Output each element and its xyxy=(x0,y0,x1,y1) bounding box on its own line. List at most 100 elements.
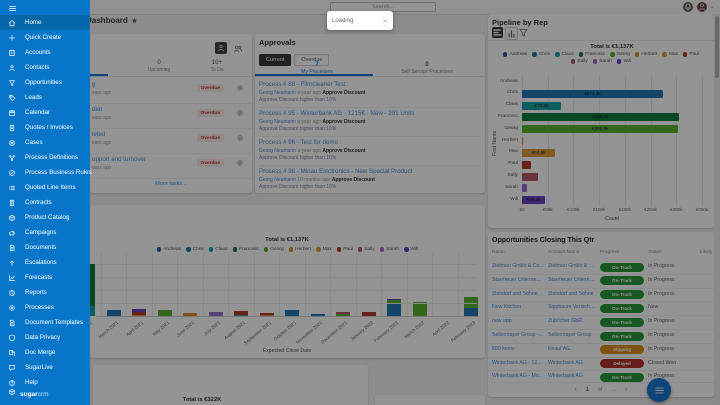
profile-chevron-down-icon[interactable] xyxy=(709,4,715,10)
sidebar-item-process-definitions[interactable]: Process Definitions xyxy=(0,150,90,165)
legend-item-herbert[interactable]: Herbert xyxy=(288,247,311,252)
legend-item-claus[interactable]: Claus xyxy=(208,247,228,252)
legend-item-andreas[interactable]: Andreas xyxy=(502,52,527,57)
opportunity-name-link[interactable]: 500 items xyxy=(492,345,515,352)
snooze-clock-icon[interactable] xyxy=(236,134,244,142)
task-title-link[interactable]: upport and turnover xyxy=(92,156,147,163)
legend-item-max[interactable]: Max xyxy=(316,247,332,252)
task-title-link[interactable]: g xyxy=(92,81,96,88)
opportunity-name-link[interactable]: new opp xyxy=(492,318,512,325)
task-title-link[interactable]: leted xyxy=(92,131,106,138)
legend-item-sally[interactable]: Sally xyxy=(357,247,375,252)
legend-item-sally[interactable]: Sally xyxy=(570,59,588,64)
task-row[interactable]: leted ears ago Overdue xyxy=(90,128,252,154)
sidebar-item-cases[interactable]: Cases xyxy=(0,135,90,150)
quick-actions-fab[interactable] xyxy=(647,378,671,402)
legend-item-francesc[interactable]: Francesc xyxy=(578,52,605,57)
account-name-link[interactable]: Sellermayer Group xyxy=(548,332,592,338)
legend-item-herbert[interactable]: Herbert xyxy=(634,52,657,57)
legend-item-claus[interactable]: Claus xyxy=(555,52,574,57)
page-next-button[interactable]: › xyxy=(625,387,628,393)
snooze-clock-icon[interactable] xyxy=(236,159,244,167)
account-name-link[interactable]: Sippbaum Versicher... xyxy=(548,304,596,311)
assigned-user-filter-button[interactable] xyxy=(215,42,227,54)
sidebar-item-sugarlive[interactable]: SugarLive xyxy=(0,360,90,375)
close-icon[interactable] xyxy=(382,18,388,24)
column-chart-toggle-icon[interactable] xyxy=(505,27,518,40)
sidebar-item-data-privacy[interactable]: Data Privacy xyxy=(0,330,90,345)
sidebar-item-accounts[interactable]: Accounts xyxy=(0,45,90,60)
legend-item-will[interactable]: Will xyxy=(616,59,631,64)
sidebar-item-processes[interactable]: Processes xyxy=(0,300,90,315)
task-row[interactable]: den ears ago Overdue xyxy=(90,103,252,129)
account-name-link[interactable]: Winterbank AG xyxy=(548,359,583,366)
sidebar-item-contracts[interactable]: Contracts xyxy=(0,195,90,210)
more-tasks-link[interactable]: More tasks... xyxy=(155,181,187,187)
process-user-link[interactable]: Georg Neumann xyxy=(259,177,296,183)
legend-item-max[interactable]: Max xyxy=(662,52,678,57)
process-user-link[interactable]: Georg Neumann xyxy=(259,148,296,154)
snooze-clock-icon[interactable] xyxy=(236,109,244,117)
legend-item-chris[interactable]: Chris xyxy=(186,247,204,252)
sidebar-item-help[interactable]: Help xyxy=(0,375,90,390)
sidebar-item-quick-create[interactable]: Quick Create xyxy=(0,30,90,45)
process-user-link[interactable]: Georg Neumann xyxy=(259,119,296,125)
process-title-link[interactable]: Process # 98 - Minau Electronics - New S… xyxy=(259,168,413,175)
sidebar-item-campaigns[interactable]: Campaigns xyxy=(0,225,90,240)
opportunity-name-link[interactable]: Winterbank AG - 12... xyxy=(492,359,542,366)
process-user-link[interactable]: Georg Neumann xyxy=(259,90,296,96)
process-title-link[interactable]: Process # 96 - Test for demo xyxy=(259,139,338,146)
table-row[interactable]: Starrheuer Unterne... Starrheuer Unterne.… xyxy=(488,274,714,289)
page-number[interactable]: 1 xyxy=(585,387,590,393)
sidebar-item-escalations[interactable]: Escalations xyxy=(0,255,90,270)
opportunity-name-link[interactable]: New Kitchen xyxy=(492,304,522,311)
tasks-tab-upcoming[interactable]: 0 Upcoming xyxy=(134,60,184,73)
sidebar-item-document-templates[interactable]: Document Templates xyxy=(0,315,90,330)
sidebar-item-forecasts[interactable]: Forecasts xyxy=(0,270,90,285)
legend-item-andreas[interactable]: Andreas xyxy=(156,247,181,252)
legend-item-sarah[interactable]: Sarah xyxy=(592,59,612,64)
approvals-filter-overdue[interactable]: Overdue xyxy=(294,54,330,66)
table-row[interactable]: New Kitchen Sippbaum Versicher... On-Track… xyxy=(488,301,714,317)
table-row[interactable]: Ziehdorf und Söhne... Ziehdorf und Söhne O… xyxy=(488,288,714,303)
column-header-account-name[interactable]: Account Name xyxy=(548,250,580,255)
legend-item-francesc[interactable]: Francesc xyxy=(232,247,259,252)
process-row[interactable]: Process # 88 - Filmcleaner Test Georg Neu… xyxy=(259,78,481,108)
snooze-clock-icon[interactable] xyxy=(236,84,244,92)
opportunity-name-link[interactable]: Ziehdorf und Söhne... xyxy=(492,290,542,297)
sidebar-item-documents[interactable]: Documents xyxy=(0,240,90,255)
column-header-status[interactable]: Status xyxy=(648,250,662,255)
account-name-link[interactable]: Knauf AG xyxy=(548,345,571,352)
bar-chart-toggle-icon[interactable] xyxy=(492,27,503,38)
column-header-likely[interactable]: Likely xyxy=(700,250,713,255)
sidebar-item-home[interactable]: Home xyxy=(0,15,90,30)
process-title-link[interactable]: Process # 88 - Filmcleaner Test xyxy=(259,81,346,88)
account-name-link[interactable]: Ziehdorf und Söhne xyxy=(548,290,594,297)
sidebar-item-opportunities[interactable]: Opportunities xyxy=(0,75,90,90)
scrollbar-thumb[interactable] xyxy=(715,16,719,78)
account-name-link[interactable]: Winterbank AG xyxy=(548,373,583,380)
opportunity-name-link[interactable]: Sellermayer Group -... xyxy=(492,332,544,338)
legend-item-chris[interactable]: Chris xyxy=(532,52,550,57)
opportunity-name-link[interactable]: Ziehnau Gmbh & Co... xyxy=(492,263,544,269)
all-users-filter-icon[interactable] xyxy=(232,43,243,54)
sidebar-item-quotes-invoices[interactable]: Quotes / Invoices xyxy=(0,120,90,135)
page-prev-button[interactable]: ‹ xyxy=(574,387,577,393)
user-avatar[interactable] xyxy=(697,2,707,12)
sidebar-item-calendar[interactable]: Calendar xyxy=(0,105,90,120)
sidebar-item-quoted-line-items[interactable]: Quoted Line Items xyxy=(0,180,90,195)
approvals-tab-my-processes[interactable]: 7 My Processes xyxy=(277,62,357,75)
task-row[interactable]: upport and turnover ears ago Overdue xyxy=(90,153,252,179)
sidebar-item-reports[interactable]: Reports xyxy=(0,285,90,300)
table-row[interactable]: 500 items Knauf AG Slipping In Progress xyxy=(488,343,714,358)
window-scrollbar[interactable] xyxy=(714,14,720,405)
table-row[interactable]: Sellermayer Group -... Sellermayer Group O… xyxy=(488,329,714,344)
sidebar-item-product-catalog[interactable]: Product Catalog xyxy=(0,210,90,225)
table-row[interactable]: Winterbank AG - 12... Winterbank AG Delaye… xyxy=(488,357,714,372)
column-header-name[interactable]: Name xyxy=(492,250,505,255)
legend-item-paul[interactable]: Paul xyxy=(682,52,699,57)
favorite-star-icon[interactable] xyxy=(131,17,138,24)
process-title-link[interactable]: Process # 95 - Winterbank AG - 1215€ - N… xyxy=(259,110,415,117)
account-name-link[interactable]: Zubricher GbR xyxy=(548,318,583,325)
process-row[interactable]: Process # 96 - Test for demo Georg Neuman… xyxy=(259,136,481,166)
